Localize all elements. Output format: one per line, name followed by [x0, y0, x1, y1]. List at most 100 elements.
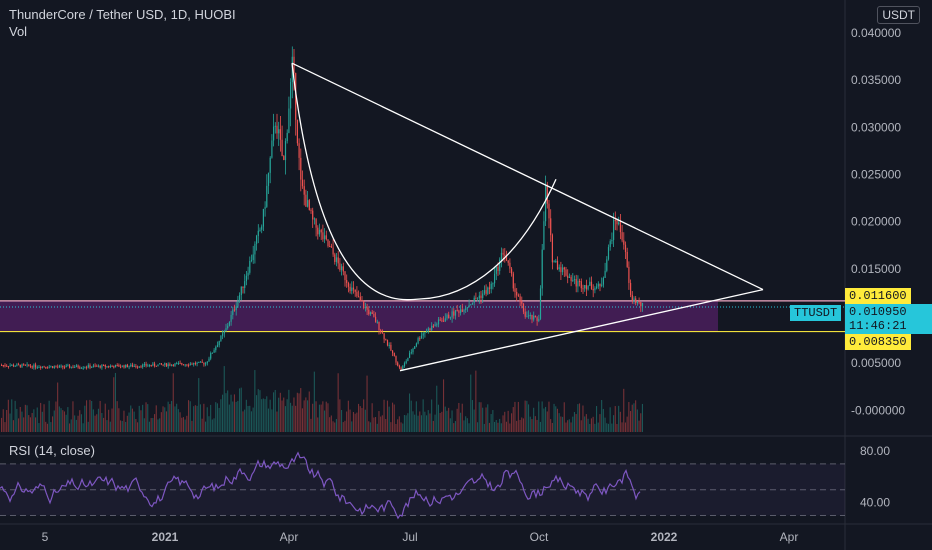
volume-bar [232, 401, 234, 432]
candle-body [339, 263, 341, 271]
volume-bar [327, 403, 329, 432]
volume-bar [186, 415, 188, 432]
candle-body [288, 108, 290, 133]
candle-body [269, 157, 271, 173]
volume-bar [332, 421, 334, 432]
candle-body [150, 364, 152, 366]
candle-body [533, 315, 535, 320]
rsi-tick-label: 80.00 [860, 444, 890, 458]
candle-body [176, 363, 178, 365]
volume-bar [26, 405, 28, 432]
volume-bar [188, 400, 190, 432]
candle-body [41, 366, 43, 368]
volume-bar [33, 409, 35, 432]
volume-bar [568, 419, 570, 432]
candle-body [160, 363, 162, 365]
volume-bar [573, 412, 575, 432]
candle-body [86, 367, 88, 369]
candle-body [261, 226, 263, 230]
volume-bar [548, 401, 550, 432]
volume-bar [507, 410, 509, 432]
candle-body [358, 296, 360, 298]
volume-bar [155, 405, 157, 432]
candle-body [403, 363, 406, 367]
volume-bar [62, 410, 64, 432]
volume-bar [165, 411, 167, 432]
volume-bar [28, 415, 30, 432]
candle-body [371, 312, 373, 314]
currency-badge[interactable]: USDT [877, 6, 920, 24]
volume-bar [70, 419, 72, 432]
volume-bar [477, 422, 479, 432]
candle-body [228, 321, 230, 326]
volume-bar [584, 416, 586, 432]
candle-body [624, 244, 627, 252]
volume-bar [526, 400, 528, 432]
volume-bar [562, 416, 564, 432]
volume-bar [293, 397, 295, 432]
volume-bar [322, 401, 324, 432]
volume-bar [485, 407, 487, 432]
volume-bar [432, 420, 434, 432]
candle-body [383, 333, 385, 340]
candle-body [266, 185, 268, 207]
volume-bar [300, 388, 302, 432]
volume-bar [150, 418, 152, 432]
candle-body [165, 363, 168, 367]
volume-bar [460, 412, 462, 432]
price-tick-label: 0.030000 [851, 120, 901, 134]
volume-bar [587, 418, 589, 432]
volume-bar [409, 393, 411, 432]
volume-bar [519, 419, 521, 432]
candle-body [473, 297, 475, 303]
candle-body [448, 314, 450, 319]
volume-bar [449, 418, 451, 432]
price-tick-label: 0.020000 [851, 215, 901, 229]
candle-body [446, 314, 448, 319]
candle-body [14, 365, 16, 367]
volume-bar [171, 400, 173, 432]
volume-bar [417, 415, 419, 432]
volume-bar [113, 377, 115, 432]
volume-bar [244, 409, 246, 432]
volume-bar [240, 387, 242, 432]
volume-bar [264, 399, 266, 432]
volume-bar [575, 414, 577, 432]
volume-bar [471, 400, 473, 432]
candle-body [631, 294, 633, 301]
volume-bar [463, 420, 465, 432]
candle-body [347, 283, 349, 287]
candle-body [497, 266, 499, 271]
candle-body [402, 366, 404, 371]
volume-bar [154, 414, 156, 432]
volume-bar [344, 420, 346, 432]
volume-bar [335, 418, 337, 432]
volume-bar [89, 399, 91, 432]
candle-body [278, 129, 280, 134]
volume-bar [242, 411, 244, 432]
candle-body [26, 364, 28, 366]
volume-bar [106, 420, 108, 432]
volume-bar [301, 408, 303, 432]
candle-body [465, 308, 467, 311]
volume-bar [179, 412, 181, 432]
volume-bar [468, 423, 470, 432]
volume-bar [369, 422, 371, 432]
candle-body [84, 367, 86, 369]
candle-body [315, 218, 317, 228]
candle-body [454, 310, 457, 316]
ascending-trendline [399, 288, 764, 372]
volume-bar [205, 421, 207, 432]
chart-title: ThunderCore / Tether USD, 1D, HUOBI [9, 7, 236, 22]
candle-body [424, 332, 426, 334]
volume-bar [614, 406, 616, 432]
time-tick-label: Apr [280, 530, 299, 544]
volume-bar [458, 402, 460, 432]
candle-body [354, 289, 356, 292]
candle-body [312, 210, 314, 220]
candle-body [361, 300, 363, 302]
candle-body [123, 365, 125, 368]
volume-bar [38, 423, 40, 432]
candle-body [616, 220, 618, 225]
